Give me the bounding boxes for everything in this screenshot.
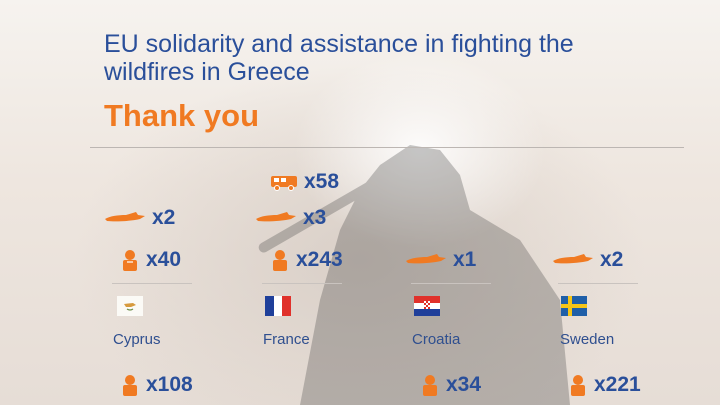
cyprus-flag-icon	[117, 296, 143, 316]
cyprus-firefighters-stat: x40	[120, 248, 181, 272]
france-vehicles-stat: x58	[270, 170, 339, 194]
firefighter-icon	[123, 375, 137, 396]
sweden-planes-stat: x2	[552, 248, 623, 272]
france-vehicles-count: x58	[304, 170, 340, 193]
france-firefighters-stat: x243	[270, 248, 343, 272]
sweden-bottom-stat: x221	[568, 373, 641, 397]
croatia-label: Croatia	[412, 331, 461, 348]
sweden-planes-count: x2	[600, 248, 624, 271]
sweden-flag-icon	[561, 296, 587, 316]
cyprus-planes-count: x2	[152, 206, 176, 229]
cyprus-bottom-count: x108	[146, 373, 193, 396]
cyprus-bottom-stat: x108	[120, 373, 193, 397]
cyprus-firefighters-count: x40	[146, 248, 182, 271]
cyprus-divider	[112, 283, 192, 284]
firefighting-plane-icon	[105, 212, 145, 222]
cyprus-label: Cyprus	[113, 331, 161, 348]
firefighting-plane-icon	[406, 254, 446, 264]
france-flag-icon	[265, 296, 291, 316]
header-divider	[90, 147, 684, 148]
france-divider	[262, 283, 342, 284]
firefighter-icon	[571, 375, 585, 396]
france-label: France	[263, 331, 310, 348]
croatia-divider	[411, 283, 491, 284]
sweden-bottom-count: x221	[594, 373, 641, 396]
croatia-planes-count: x1	[453, 248, 477, 271]
france-planes-stat: x3	[255, 206, 326, 230]
firefighting-plane-icon	[553, 254, 593, 264]
firefighter-icon	[273, 250, 287, 271]
thank-you-heading: Thank you	[104, 98, 260, 133]
croatia-flag-icon	[414, 296, 440, 316]
sweden-divider	[558, 283, 638, 284]
page-title: EU solidarity and assistance in fighting…	[104, 30, 574, 86]
croatia-bottom-count: x34	[446, 373, 482, 396]
croatia-planes-stat: x1	[405, 248, 476, 272]
firefighting-plane-icon	[256, 212, 296, 222]
france-planes-count: x3	[303, 206, 327, 229]
croatia-bottom-stat: x34	[420, 373, 481, 397]
france-firefighters-count: x243	[296, 248, 343, 271]
fire-truck-icon	[271, 176, 297, 191]
sweden-label: Sweden	[560, 331, 615, 348]
cyprus-planes-stat: x2	[104, 206, 175, 230]
firefighter-icon	[423, 375, 437, 396]
firefighter-icon	[123, 250, 137, 271]
